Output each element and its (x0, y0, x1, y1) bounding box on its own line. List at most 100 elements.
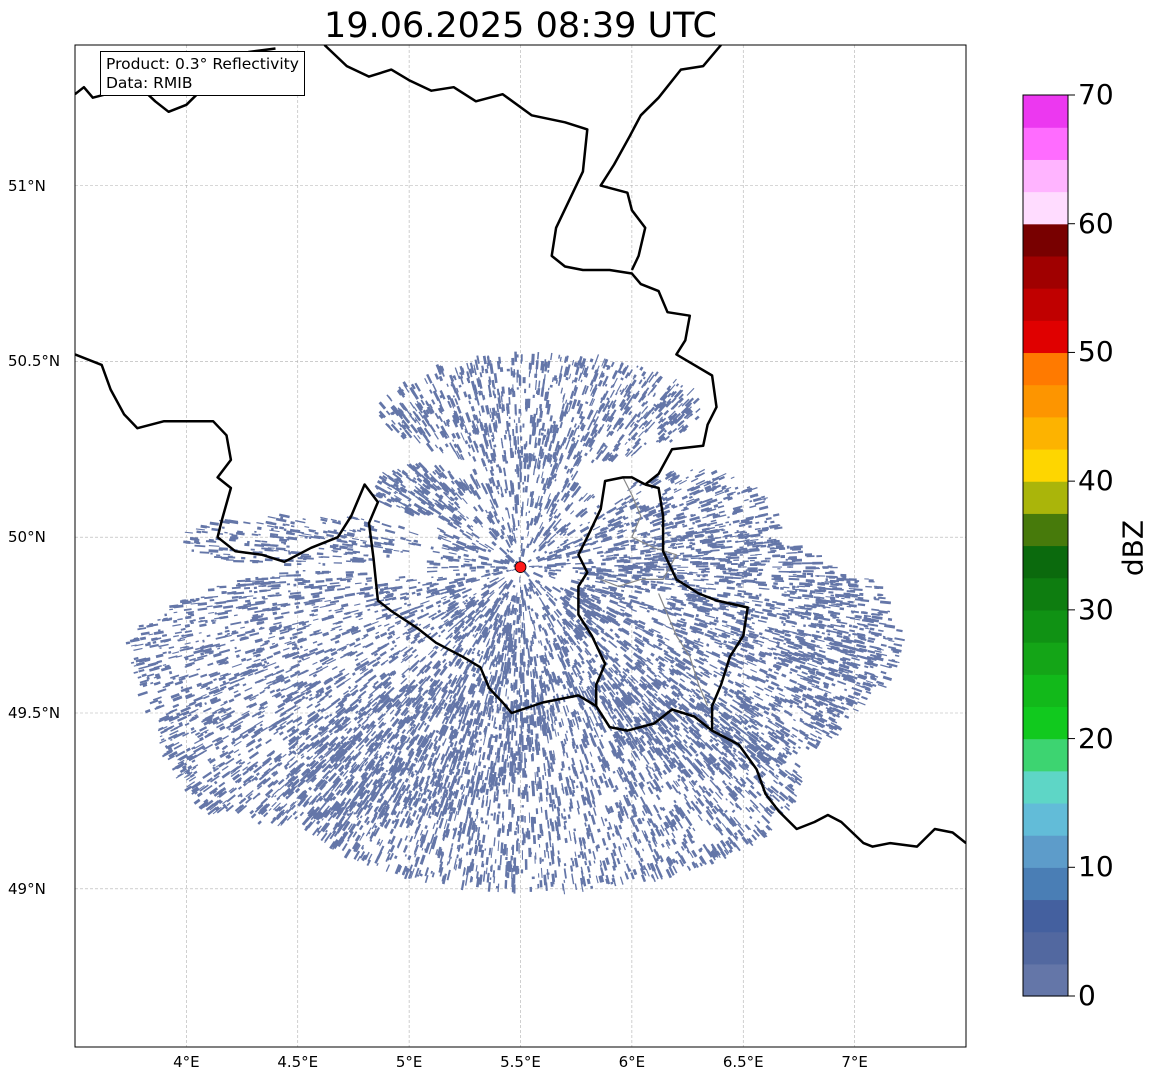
echo-cell (531, 636, 535, 645)
echo-cell (319, 586, 323, 590)
echo-cell (162, 663, 167, 667)
echo-cell (490, 813, 494, 816)
echo-cell (542, 705, 545, 709)
echo-cell (508, 730, 512, 735)
echo-cell (517, 771, 520, 775)
echo-cell (449, 635, 453, 639)
echo-cell (481, 780, 484, 785)
echo-cell (511, 772, 515, 778)
echo-cell (267, 635, 276, 639)
echo-cell (328, 764, 333, 769)
echo-cell (191, 759, 196, 763)
echo-cell (244, 687, 253, 692)
echo-cell (470, 683, 475, 693)
echo-cell (461, 625, 465, 629)
echo-cell (507, 762, 510, 768)
echo-cell (416, 604, 424, 609)
echo-cell (526, 791, 529, 802)
echo-cell (330, 760, 338, 769)
echo-cell (434, 662, 442, 670)
echo-cell (326, 784, 335, 794)
echo-cell (209, 598, 215, 602)
echo-cell (235, 606, 241, 609)
echo-cell (391, 640, 396, 645)
echo-cell (324, 657, 334, 663)
echo-cell (441, 716, 447, 724)
echo-cell (282, 788, 292, 798)
echo-cell (197, 607, 208, 611)
echo-cell (387, 685, 392, 690)
echo-cell (533, 721, 537, 728)
echo-cell (288, 735, 297, 743)
echo-cell (274, 615, 284, 620)
echo-cell (517, 761, 521, 771)
echo-cell (243, 583, 255, 587)
echo-cell (340, 603, 349, 608)
echo-cell (279, 572, 289, 575)
echo-cell (216, 720, 224, 725)
echo-cell (414, 654, 419, 659)
echo-cell (462, 600, 465, 604)
echo-cell (374, 634, 381, 640)
echo-cell (228, 749, 234, 755)
echo-cell (340, 735, 345, 740)
echo-cell (249, 809, 255, 815)
echo-cell (271, 576, 275, 579)
echo-cell (275, 725, 284, 732)
echo-cell (212, 719, 219, 725)
echo-cell (275, 693, 283, 699)
echo-cell (392, 632, 396, 636)
echo-cell (498, 768, 502, 771)
echo-cell (465, 756, 468, 761)
echo-cell (198, 632, 202, 634)
echo-cell (355, 662, 361, 667)
echo-cell (383, 681, 393, 690)
echo-cell (524, 837, 526, 844)
echo-cell (229, 765, 240, 774)
echo-cell (309, 693, 313, 697)
echo-cell (503, 640, 506, 645)
echo-cell (485, 645, 491, 656)
echo-cell (512, 714, 515, 721)
echo-cell (263, 660, 268, 664)
echo-cell (305, 734, 312, 741)
echo-cell (261, 577, 269, 581)
echo-cell (193, 743, 204, 750)
echo-cell (168, 750, 178, 758)
echo-cell (217, 708, 227, 714)
echo-cell (379, 776, 386, 785)
echo-cell (272, 602, 278, 607)
echo-cell (403, 709, 410, 717)
echo-cell (137, 627, 147, 631)
echo-cell (144, 709, 151, 714)
echo-cell (255, 743, 262, 750)
echo-cell (473, 632, 479, 639)
echo-cell (494, 700, 498, 704)
echo-cell (325, 807, 332, 815)
echo-cell (260, 726, 269, 733)
echo-cell (359, 815, 363, 819)
echo-cell (266, 686, 271, 690)
echo-cell (363, 681, 370, 687)
echo-cell (314, 703, 321, 709)
echo-cell (193, 657, 204, 662)
echo-cell (203, 707, 212, 713)
echo-cell (237, 753, 241, 757)
echo-cell (346, 790, 352, 796)
echo-cell (563, 863, 567, 867)
echo-cell (516, 815, 520, 822)
echo-cell (461, 713, 468, 725)
echo-cell (289, 591, 301, 595)
echo-cell (395, 579, 401, 582)
echo-cell (169, 708, 178, 714)
echo-cell (257, 792, 261, 796)
echo-cell (522, 719, 524, 730)
echo-cell (153, 630, 164, 636)
echo-cell (399, 609, 411, 616)
echo-cell (247, 668, 253, 672)
echo-cell (365, 738, 374, 748)
echo-cell (318, 764, 324, 770)
echo-cell (425, 625, 431, 629)
echo-cell (491, 715, 494, 721)
